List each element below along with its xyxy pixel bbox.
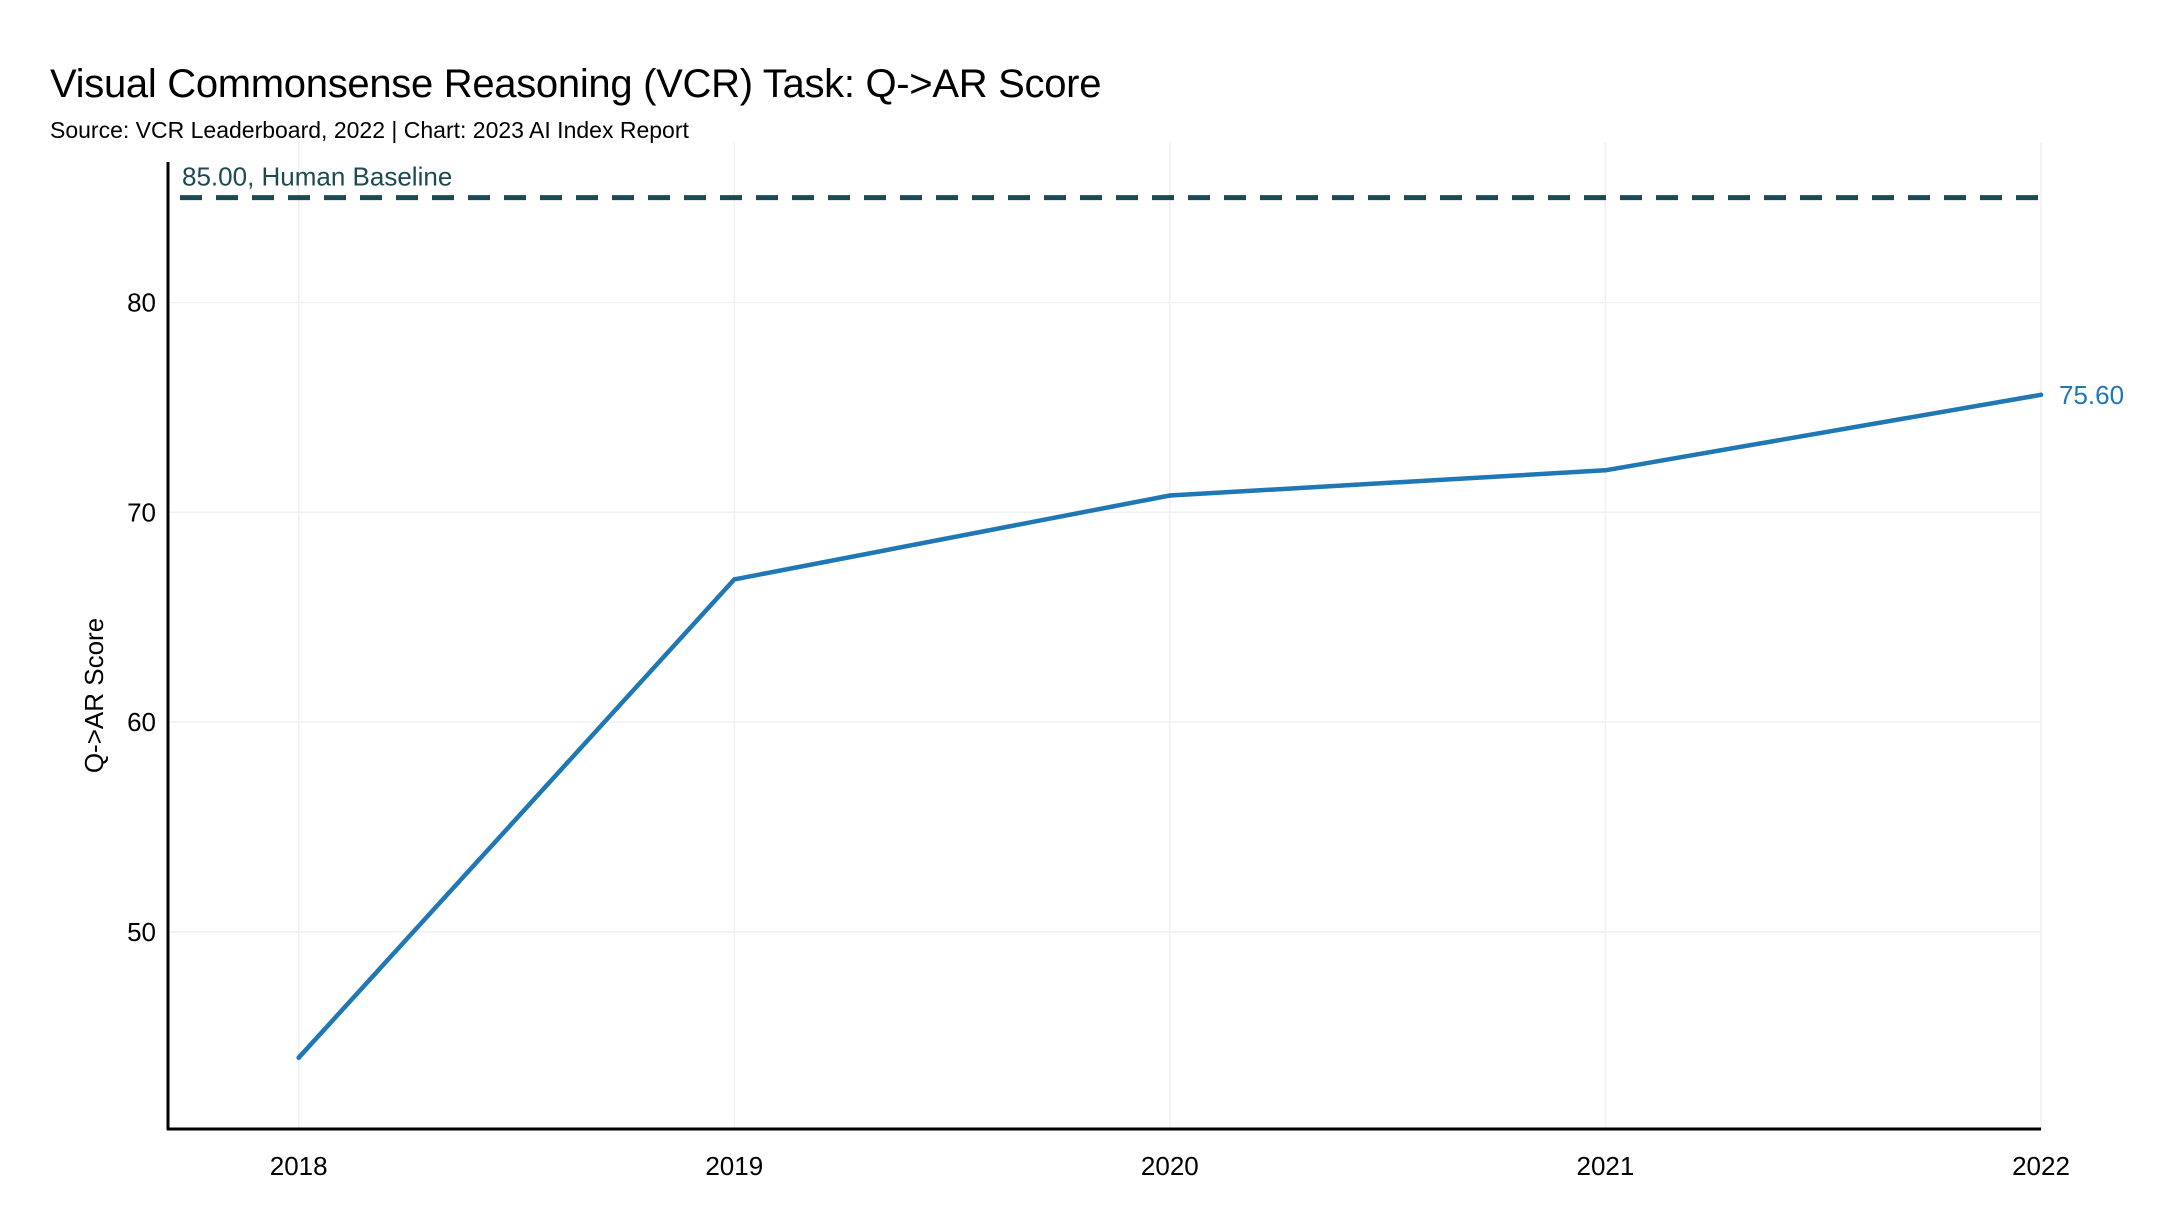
x-tick-label: 2019 [705,1151,763,1181]
y-tick-label: 60 [127,707,156,737]
grid-lines [168,142,2042,1129]
x-tick-label: 2020 [1141,1151,1199,1181]
x-tick-label: 2022 [2012,1151,2070,1181]
data-point-2021 [1603,468,1608,473]
data-point-2018 [296,1055,301,1060]
y-axis-title: Q->AR Score [79,618,109,773]
y-tick-label: 80 [127,288,156,318]
data-point-2020 [1167,493,1173,498]
chart-subtitle: Source: VCR Leaderboard, 2022 | Chart: 2… [50,117,689,143]
tick-labels: 50 60 70 80 2018 2019 2020 2021 2022 Q->AR Score [79,288,2070,1181]
data-point-2019 [732,577,737,582]
x-tick-label: 2018 [270,1151,328,1181]
human-baseline-label: 85.00, Human Baseline [182,162,452,192]
series-group: 75.60 [296,380,2124,1060]
axes [166,162,2041,1131]
y-tick-label: 70 [127,497,156,527]
chart-title: Visual Commonsense Reasoning (VCR) Task:… [50,62,1102,106]
data-point-2022 [2038,392,2044,398]
series-end-label: 75.60 [2059,380,2124,410]
x-tick-label: 2021 [1576,1151,1634,1181]
reference-line-group: 85.00, Human Baseline [180,162,2041,201]
y-tick-label: 50 [127,917,156,947]
